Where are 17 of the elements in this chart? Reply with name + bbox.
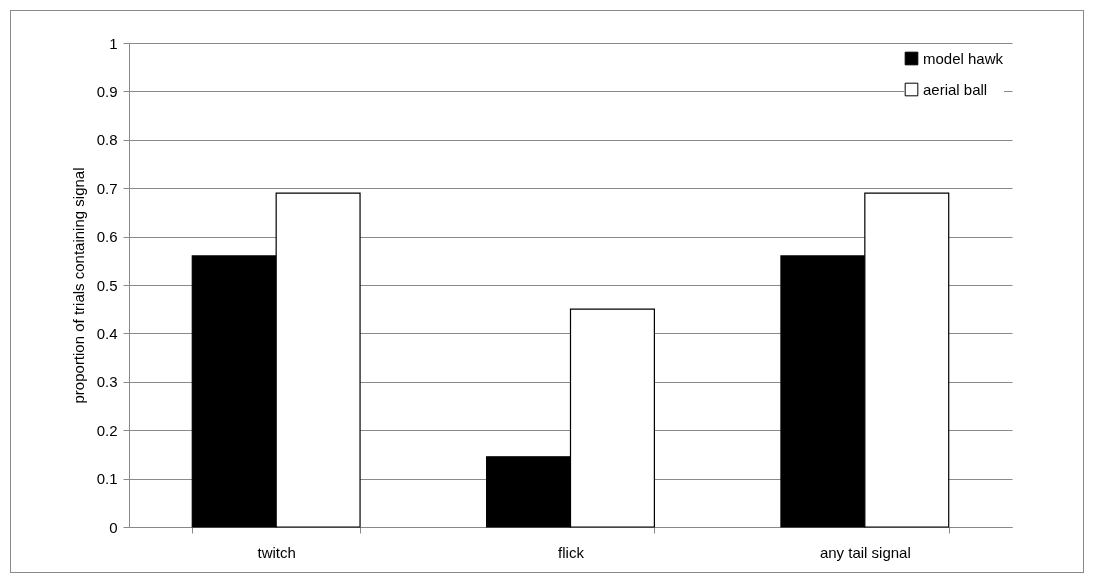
x-tick-label: flick xyxy=(558,543,585,561)
y-tick-label: 0.7 xyxy=(96,179,118,197)
y-tick-label: 0.1 xyxy=(96,470,118,488)
x-tick-label: any tail signal xyxy=(819,543,911,561)
y-tick-label: 0.2 xyxy=(96,421,118,439)
y-tick-label: 0.9 xyxy=(96,82,118,100)
legend-label: model hawk xyxy=(923,49,1004,67)
y-tick-label: 0.3 xyxy=(96,373,118,391)
y-axis-title: proportion of trials containing signal xyxy=(69,167,87,404)
y-tick-label: 0.4 xyxy=(96,324,118,342)
y-tick-label: 1 xyxy=(109,34,118,52)
x-tick-label: twitch xyxy=(257,543,296,561)
y-tick-label: 0.5 xyxy=(96,276,118,294)
y-tick-label: 0.6 xyxy=(96,228,118,246)
y-tick-label: 0.8 xyxy=(96,131,118,149)
y-tick-label: 0 xyxy=(109,518,118,536)
legend-label: aerial ball xyxy=(923,80,988,98)
